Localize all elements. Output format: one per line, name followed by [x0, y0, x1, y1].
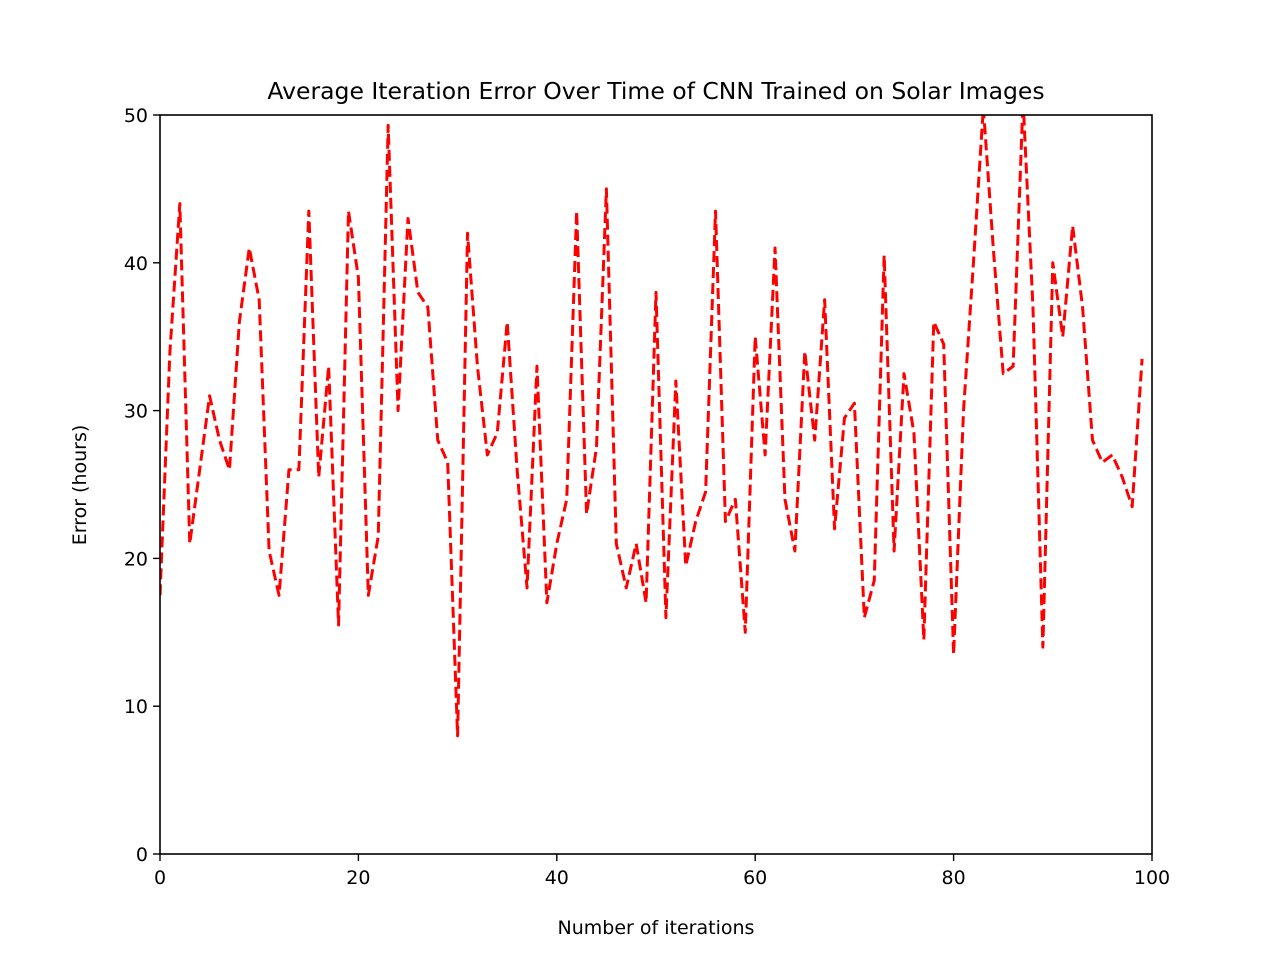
- y-axis-label: Error (hours): [69, 425, 91, 546]
- plot-frame: [159, 114, 1153, 855]
- chart-title: Average Iteration Error Over Time of CNN…: [267, 77, 1044, 105]
- x-tick-label: 80: [942, 867, 966, 889]
- y-axis: 0 10 20 30 40 50: [124, 105, 160, 866]
- y-tick-label: 30: [124, 401, 148, 423]
- series-layer: [160, 115, 1144, 738]
- x-axis: 0 20 40 60 80 100: [154, 854, 1170, 889]
- y-tick-label: 20: [124, 548, 148, 570]
- x-tick-label: 60: [743, 867, 767, 889]
- y-tick-label: 50: [124, 105, 148, 127]
- x-tick-label: 20: [346, 867, 370, 889]
- y-tick-label: 40: [124, 253, 148, 275]
- y-tick-label: 0: [136, 844, 148, 866]
- x-tick-label: 40: [545, 867, 569, 889]
- x-tick-label: 0: [154, 867, 166, 889]
- x-axis-label: Number of iterations: [558, 917, 755, 939]
- y-tick-label: 10: [124, 696, 148, 718]
- x-tick-label: 100: [1134, 867, 1170, 889]
- series-line-error: [160, 115, 1144, 738]
